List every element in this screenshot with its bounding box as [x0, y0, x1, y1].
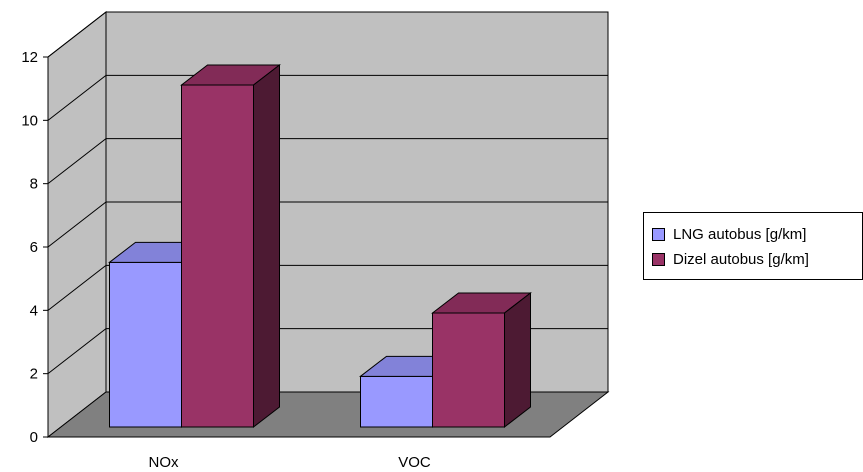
gridline: [47, 138, 608, 185]
bar-nox-dizel: [180, 63, 281, 429]
bar-side-face: [253, 63, 280, 429]
legend-swatch-dizel: [652, 252, 665, 266]
bar-front-face: [360, 375, 433, 428]
gridline: [47, 74, 608, 121]
x-tick-label: VOC: [398, 454, 431, 471]
gridline: [47, 11, 608, 58]
gridline: [47, 264, 608, 311]
chart-bars: [108, 63, 532, 429]
bar-front-face: [432, 312, 505, 428]
legend-swatch-lng: [652, 227, 665, 241]
legend-item-lng: LNG autobus [g/km]: [652, 225, 806, 243]
bar-front-face: [181, 84, 254, 428]
y-tick-label: 8: [30, 176, 38, 193]
chart-legend: LNG autobus [g/km] Dizel autobus [g/km]: [643, 212, 863, 280]
bar-side-face: [504, 291, 531, 429]
legend-label-lng: LNG autobus [g/km]: [673, 225, 807, 243]
chart-labels: 0 2 4 6 8 10 12 NOx VOC: [21, 49, 431, 471]
y-tick-label: 0: [30, 429, 38, 446]
y-tick-label: 10: [21, 112, 38, 129]
legend-label-dizel: Dizel autobus [g/km]: [673, 250, 809, 268]
chart-axes: [43, 56, 550, 438]
y-tick-label: 12: [21, 49, 38, 66]
chart-gridlines: [47, 11, 608, 375]
y-tick-label: 2: [30, 366, 38, 383]
y-tick-label: 4: [30, 302, 38, 319]
bar-front-face: [109, 261, 182, 428]
gridline: [47, 201, 608, 248]
legend-item-dizel: Dizel autobus [g/km]: [652, 250, 809, 268]
bar-voc-dizel: [431, 291, 532, 429]
y-tick-label: 6: [30, 239, 38, 256]
x-tick-label: NOx: [149, 454, 180, 471]
